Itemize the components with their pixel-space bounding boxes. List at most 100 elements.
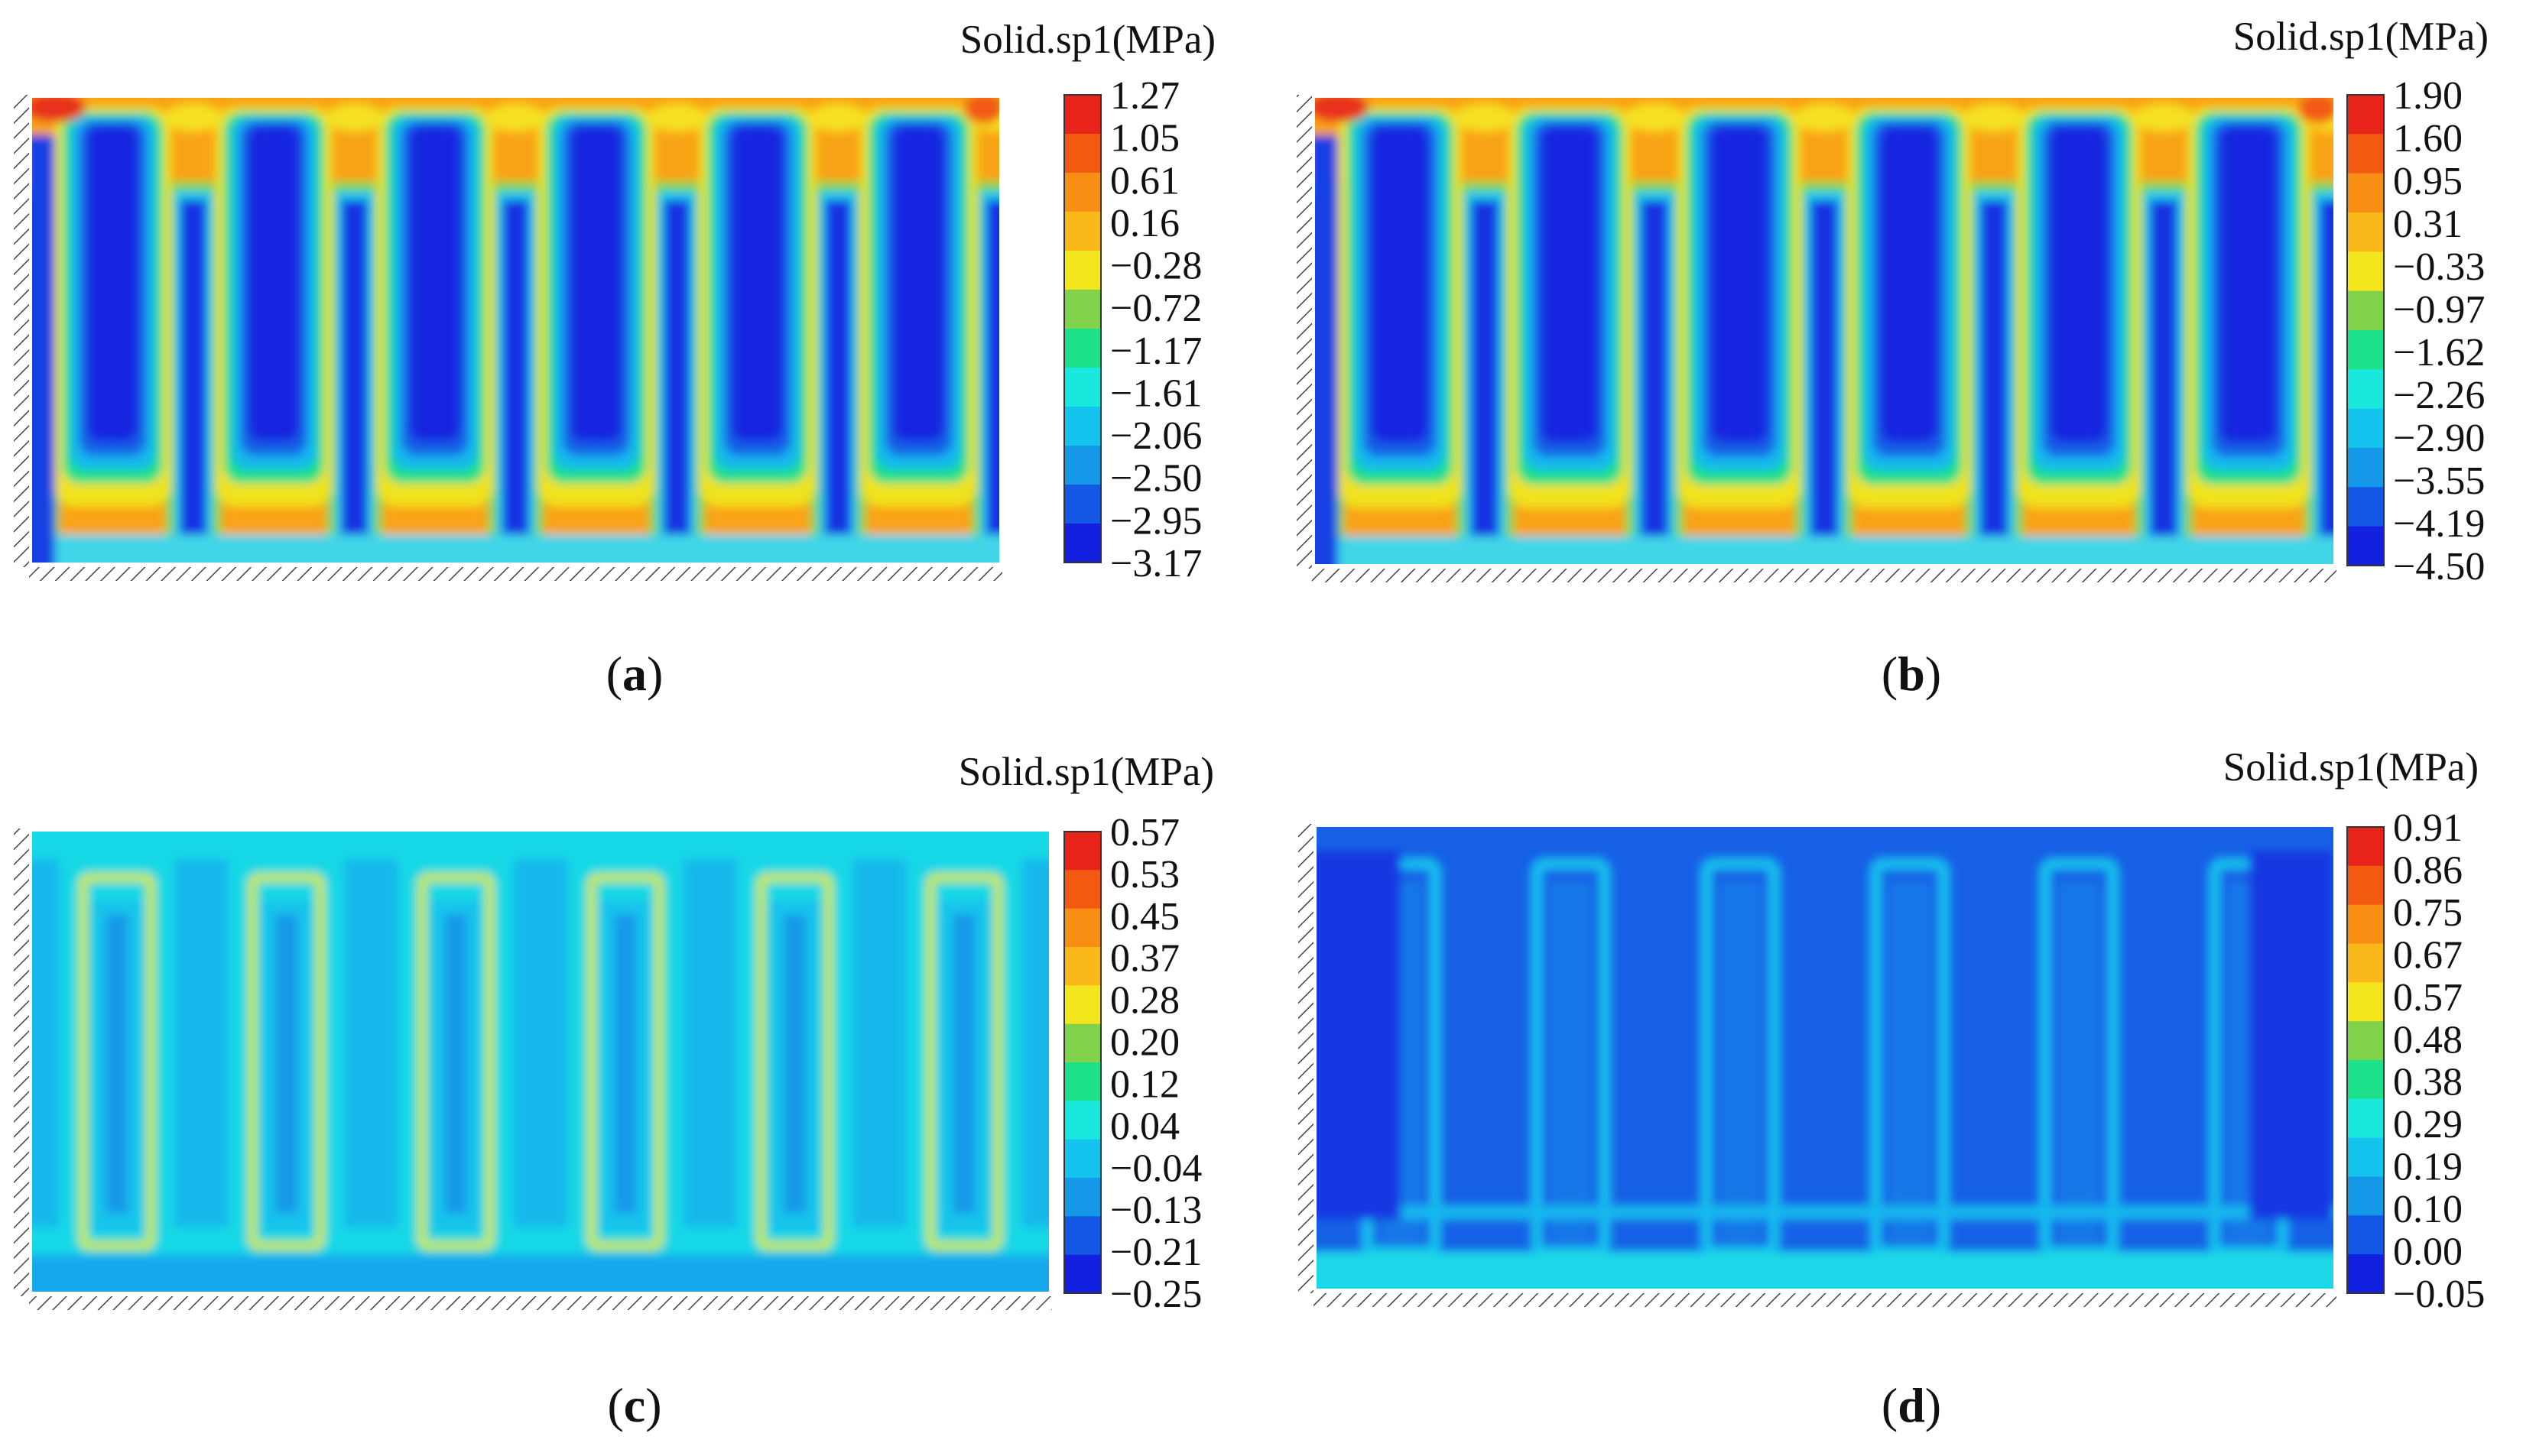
colorbar-tick-label: 0.31 bbox=[2393, 203, 2463, 246]
colorbar-segment bbox=[2347, 330, 2384, 370]
stress-field bbox=[32, 832, 1049, 1292]
colorbar-tick-label: −4.50 bbox=[2393, 545, 2485, 589]
colorbar-segment bbox=[1064, 485, 1101, 524]
colorbar-segment bbox=[1064, 95, 1101, 135]
colorbar-tick-label: −1.17 bbox=[1110, 329, 1202, 373]
colorbar-a: 1.271.050.610.16−0.28−0.72−1.17−1.61−2.0… bbox=[1063, 74, 1202, 585]
colorbar-segment bbox=[1064, 908, 1101, 948]
colorbar-tick-label: −3.17 bbox=[1110, 542, 1202, 585]
colorbar-segment bbox=[2347, 526, 2384, 566]
colorbar-tick-label: 0.57 bbox=[1110, 811, 1180, 854]
colorbar-segment bbox=[2347, 95, 2384, 135]
colorbar-title-a: Solid.sp1(MPa) bbox=[960, 18, 1216, 62]
colorbar-segment bbox=[2347, 827, 2384, 867]
panel-b-plot bbox=[1297, 95, 2336, 582]
colorbar-tick-label: 0.16 bbox=[1110, 202, 1180, 245]
colorbar-b: 1.901.600.950.31−0.33−0.97−1.62−2.26−2.9… bbox=[2346, 74, 2485, 589]
colorbar-segment bbox=[2347, 173, 2384, 213]
colorbar-segment bbox=[2347, 290, 2384, 331]
colorbar-tick-label: 0.38 bbox=[2393, 1061, 2463, 1104]
caption-c: (c) bbox=[607, 1378, 662, 1432]
colorbar-segment bbox=[2347, 487, 2384, 527]
colorbar-segment bbox=[1064, 1023, 1101, 1063]
colorbar-d: 0.910.860.750.670.570.480.380.290.190.10… bbox=[2346, 806, 2485, 1316]
colorbar-title-d: Solid.sp1(MPa) bbox=[2223, 745, 2479, 790]
colorbar-tick-label: 0.61 bbox=[1110, 159, 1180, 203]
colorbar-tick-label: 0.75 bbox=[2393, 891, 2463, 935]
colorbar-tick-label: −0.05 bbox=[2393, 1273, 2485, 1316]
colorbar-c: 0.570.530.450.370.280.200.120.04−0.04−0.… bbox=[1063, 811, 1202, 1316]
colorbar-segment bbox=[2347, 865, 2384, 906]
colorbar-segment bbox=[2347, 943, 2384, 983]
colorbar-segment bbox=[2347, 1060, 2384, 1100]
stress-field bbox=[1315, 98, 2333, 564]
caption-a: (a) bbox=[606, 647, 664, 701]
colorbar-tick-label: 0.00 bbox=[2393, 1231, 2463, 1274]
panel-c bbox=[0, 734, 1262, 1456]
colorbar-tick-label: 0.86 bbox=[2393, 848, 2463, 892]
colorbar-segment bbox=[1064, 407, 1101, 446]
colorbar-tick-label: −2.95 bbox=[1110, 499, 1202, 543]
colorbar-tick-label: −2.50 bbox=[1110, 457, 1202, 501]
colorbar-segment bbox=[1064, 1101, 1101, 1140]
panel-a-plot bbox=[14, 95, 1002, 581]
colorbar-tick-label: 0.19 bbox=[2393, 1146, 2463, 1189]
panel-d-plot bbox=[1298, 824, 2336, 1307]
colorbar-segment bbox=[2347, 1098, 2384, 1139]
colorbar-segment bbox=[2347, 212, 2384, 252]
caption-d: (d) bbox=[1881, 1378, 1942, 1432]
panel-b bbox=[1269, 0, 2523, 726]
colorbar-tick-label: −2.90 bbox=[2393, 417, 2485, 460]
colorbar-tick-label: −1.62 bbox=[2393, 331, 2485, 375]
left-support-hatch bbox=[1298, 824, 1313, 1293]
colorbar-tick-label: 1.05 bbox=[1110, 117, 1180, 161]
colorbar-tick-label: 0.67 bbox=[2393, 933, 2463, 977]
colorbar-segment bbox=[2347, 1021, 2384, 1061]
colorbar-tick-label: 0.37 bbox=[1110, 937, 1180, 981]
colorbar-tick-label: 0.48 bbox=[2393, 1018, 2463, 1062]
colorbar-tick-label: −0.33 bbox=[2393, 245, 2485, 289]
colorbar-segment bbox=[2347, 1254, 2384, 1294]
left-support-hatch bbox=[14, 829, 29, 1296]
left-support-hatch bbox=[14, 95, 29, 567]
colorbar-segment bbox=[1064, 1062, 1101, 1101]
bottom-support-hatch bbox=[29, 567, 1002, 581]
colorbar-segment bbox=[1064, 1254, 1101, 1294]
panel-d bbox=[1269, 734, 2523, 1456]
colorbar-segment bbox=[2347, 369, 2384, 410]
colorbar-title-b: Solid.sp1(MPa) bbox=[2232, 15, 2489, 59]
colorbar-segment bbox=[2347, 1176, 2384, 1216]
colorbar-tick-label: 0.28 bbox=[1110, 979, 1180, 1023]
colorbar-segment bbox=[2347, 1137, 2384, 1177]
colorbar-tick-label: 0.95 bbox=[2393, 160, 2463, 203]
colorbar-segment bbox=[1064, 290, 1101, 329]
colorbar-segment bbox=[2347, 448, 2384, 488]
colorbar-segment bbox=[1064, 446, 1101, 485]
colorbar-tick-label: −0.21 bbox=[1110, 1231, 1202, 1274]
colorbar-tick-label: 0.45 bbox=[1110, 895, 1180, 939]
stress-field bbox=[32, 98, 999, 563]
colorbar-segment bbox=[2347, 134, 2384, 174]
colorbar-tick-label: 0.53 bbox=[1110, 853, 1180, 897]
colorbar-tick-label: −0.97 bbox=[2393, 288, 2485, 332]
colorbar-tick-label: −0.13 bbox=[1110, 1188, 1202, 1232]
colorbar-tick-label: 1.90 bbox=[2393, 74, 2463, 118]
colorbar-segment bbox=[1064, 134, 1101, 173]
bottom-support-hatch bbox=[1312, 569, 2336, 582]
colorbar-tick-label: −0.28 bbox=[1110, 245, 1202, 288]
stress-field bbox=[1317, 827, 2333, 1289]
caption-b: (b) bbox=[1881, 647, 1942, 701]
colorbar-tick-label: 0.04 bbox=[1110, 1104, 1180, 1148]
colorbar-segment bbox=[1064, 1216, 1101, 1256]
colorbar-tick-label: 0.20 bbox=[1110, 1021, 1180, 1065]
colorbar-tick-label: −0.04 bbox=[1110, 1146, 1202, 1190]
colorbar-tick-label: 0.10 bbox=[2393, 1188, 2463, 1231]
colorbar-segment bbox=[1064, 173, 1101, 212]
colorbar-tick-label: 0.57 bbox=[2393, 976, 2463, 1020]
colorbar-segment bbox=[1064, 1178, 1101, 1217]
colorbar-tick-label: 1.60 bbox=[2393, 117, 2463, 161]
colorbar-segment bbox=[1064, 870, 1101, 910]
left-support-hatch bbox=[1297, 95, 1312, 569]
colorbar-segment bbox=[2347, 904, 2384, 944]
colorbar-tick-label: −3.55 bbox=[2393, 459, 2485, 503]
